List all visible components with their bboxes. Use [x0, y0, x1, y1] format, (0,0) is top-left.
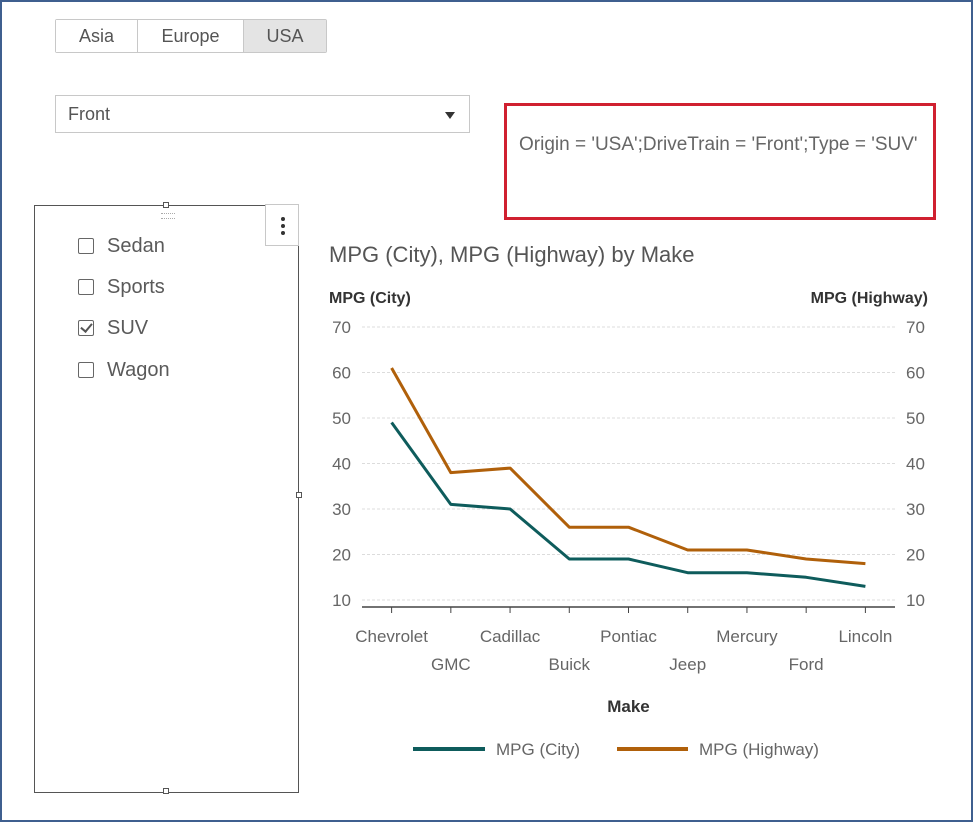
- type-checkbox-list: Sedan Sports SUV Wagon: [34, 205, 299, 793]
- y-left-tick-label: 10: [332, 591, 351, 610]
- chart-title: MPG (City), MPG (Highway) by Make: [329, 242, 695, 267]
- list-item-label: Sedan: [107, 234, 165, 257]
- filter-text-box: Origin = 'USA';DriveTrain = 'Front';Type…: [504, 103, 936, 220]
- checkbox-sports[interactable]: [78, 279, 94, 295]
- y-right-tick-label: 40: [906, 455, 925, 474]
- filter-text: Origin = 'USA';DriveTrain = 'Front';Type…: [519, 134, 918, 155]
- x-tick-label: Pontiac: [600, 627, 657, 646]
- x-tick-label: Chevrolet: [355, 627, 428, 646]
- x-tick-label: Cadillac: [480, 627, 541, 646]
- more-options-button[interactable]: [265, 204, 299, 246]
- more-vertical-icon-dot: [281, 224, 285, 228]
- resize-handle-right[interactable]: [296, 492, 302, 498]
- resize-grip-icon[interactable]: [161, 213, 175, 219]
- more-vertical-icon-dot: [281, 231, 285, 235]
- y-right-tick-label: 30: [906, 500, 925, 519]
- y-left-tick-label: 30: [332, 500, 351, 519]
- y-right-tick-label: 10: [906, 591, 925, 610]
- list-item-label: Sports: [107, 275, 165, 298]
- y-right-tick-label: 50: [906, 409, 925, 428]
- list-item-label: Wagon: [107, 358, 170, 381]
- checkbox-suv[interactable]: [78, 320, 94, 336]
- x-tick-label: Lincoln: [838, 627, 892, 646]
- y-right-tick-label: 20: [906, 546, 925, 565]
- series-line-mpg-highway: [390, 367, 866, 566]
- series-line-mpg-city: [390, 421, 866, 588]
- origin-button-usa[interactable]: USA: [244, 20, 326, 52]
- x-tick-label: Ford: [789, 655, 824, 674]
- more-vertical-icon: [281, 217, 285, 221]
- caret-down-icon[interactable]: [445, 112, 455, 119]
- y-left-tick-label: 60: [332, 364, 351, 383]
- list-item-sedan[interactable]: Sedan: [78, 234, 165, 258]
- y-left-tick-label: 50: [332, 409, 351, 428]
- y-left-tick-label: 20: [332, 546, 351, 565]
- y-axis-left-title: MPG (City): [329, 290, 411, 307]
- x-tick-label: GMC: [431, 655, 471, 674]
- checkbox-wagon[interactable]: [78, 362, 94, 378]
- resize-handle-bottom[interactable]: [163, 788, 169, 794]
- y-left-tick-label: 70: [332, 318, 351, 337]
- legend-label: MPG (Highway): [699, 740, 819, 759]
- drivetrain-dropdown-value: Front: [68, 104, 111, 124]
- list-item-wagon[interactable]: Wagon: [78, 358, 170, 382]
- x-tick-label: Mercury: [716, 627, 778, 646]
- y-right-tick-label: 70: [906, 318, 925, 337]
- y-axis-right-title: MPG (Highway): [810, 290, 928, 307]
- origin-button-bar: Asia Europe USA: [55, 19, 327, 53]
- checkbox-sedan[interactable]: [78, 238, 94, 254]
- x-tick-label: Jeep: [669, 655, 706, 674]
- resize-handle-top[interactable]: [163, 202, 169, 208]
- list-item-label: SUV: [107, 316, 149, 339]
- y-right-tick-label: 60: [906, 364, 925, 383]
- origin-button-europe[interactable]: Europe: [138, 20, 244, 52]
- legend-label: MPG (City): [496, 740, 580, 759]
- list-item-sports[interactable]: Sports: [78, 275, 165, 299]
- x-axis-title: Make: [607, 697, 650, 716]
- x-tick-label: Buick: [548, 655, 590, 674]
- y-left-tick-label: 40: [332, 455, 351, 474]
- list-item-suv[interactable]: SUV: [78, 316, 148, 340]
- drivetrain-dropdown[interactable]: Front: [55, 95, 470, 133]
- origin-button-asia[interactable]: Asia: [56, 20, 138, 52]
